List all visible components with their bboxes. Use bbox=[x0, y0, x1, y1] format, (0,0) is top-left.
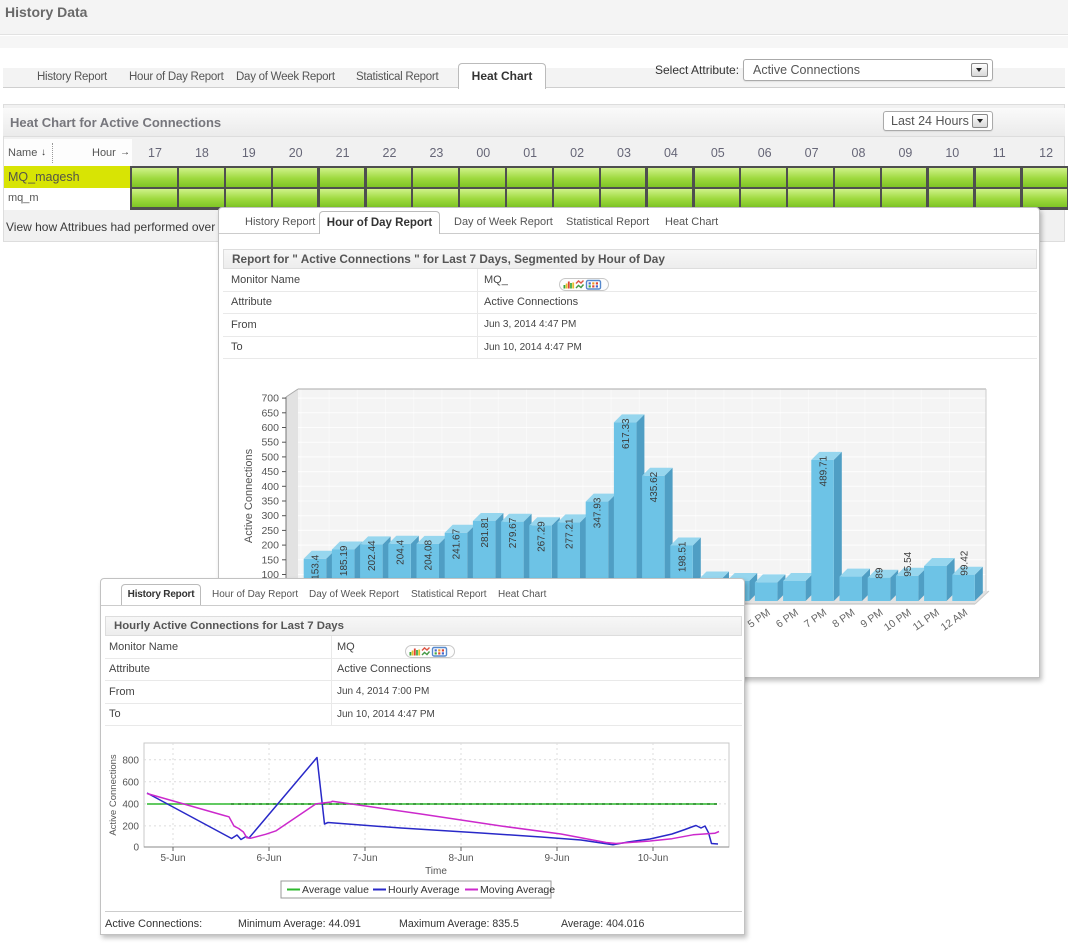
svg-text:5 PM: 5 PM bbox=[746, 607, 773, 631]
svg-text:250: 250 bbox=[261, 525, 279, 537]
svg-text:Hourly Average: Hourly Average bbox=[388, 884, 460, 896]
svg-text:500: 500 bbox=[261, 451, 279, 463]
svg-text:11 PM: 11 PM bbox=[911, 607, 942, 634]
svg-text:Active Connections: Active Connections bbox=[108, 754, 119, 836]
svg-text:153.4: 153.4 bbox=[311, 554, 322, 579]
svg-text:9-Jun: 9-Jun bbox=[544, 853, 569, 864]
svg-text:650: 650 bbox=[261, 407, 279, 419]
svg-text:89: 89 bbox=[875, 567, 886, 579]
svg-text:300: 300 bbox=[261, 510, 279, 522]
svg-text:10 PM: 10 PM bbox=[882, 607, 914, 634]
svg-text:8 PM: 8 PM bbox=[830, 607, 857, 631]
svg-text:617.33: 617.33 bbox=[621, 418, 632, 449]
svg-text:279.67: 279.67 bbox=[508, 517, 519, 548]
svg-text:Active Connections: Active Connections bbox=[243, 448, 255, 543]
svg-text:200: 200 bbox=[122, 821, 139, 832]
svg-text:150: 150 bbox=[261, 554, 279, 566]
svg-text:800: 800 bbox=[122, 755, 139, 766]
svg-text:9 PM: 9 PM bbox=[858, 607, 885, 631]
svg-text:550: 550 bbox=[261, 437, 279, 449]
svg-text:267.29: 267.29 bbox=[536, 521, 547, 552]
svg-text:6 PM: 6 PM bbox=[774, 607, 801, 631]
svg-text:347.93: 347.93 bbox=[593, 497, 604, 528]
svg-text:Average value: Average value bbox=[302, 884, 369, 896]
svg-text:600: 600 bbox=[261, 422, 279, 434]
svg-text:5-Jun: 5-Jun bbox=[160, 853, 185, 864]
svg-text:400: 400 bbox=[261, 481, 279, 493]
svg-text:204.08: 204.08 bbox=[424, 539, 435, 570]
svg-text:350: 350 bbox=[261, 496, 279, 508]
svg-text:95.54: 95.54 bbox=[903, 551, 914, 576]
svg-text:8-Jun: 8-Jun bbox=[448, 853, 473, 864]
svg-text:435.62: 435.62 bbox=[649, 471, 660, 502]
svg-text:241.67: 241.67 bbox=[452, 528, 463, 559]
svg-text:10-Jun: 10-Jun bbox=[638, 853, 669, 864]
svg-text:6-Jun: 6-Jun bbox=[256, 853, 281, 864]
svg-text:Time: Time bbox=[425, 866, 447, 877]
svg-text:600: 600 bbox=[122, 777, 139, 788]
svg-text:99.42: 99.42 bbox=[959, 550, 970, 575]
svg-text:185.19: 185.19 bbox=[339, 545, 350, 576]
svg-text:277.21: 277.21 bbox=[565, 518, 576, 549]
svg-text:204.4: 204.4 bbox=[395, 539, 406, 564]
svg-text:12 AM: 12 AM bbox=[939, 607, 970, 634]
svg-text:198.51: 198.51 bbox=[677, 541, 688, 572]
svg-text:450: 450 bbox=[261, 466, 279, 478]
svg-text:Moving Average: Moving Average bbox=[480, 884, 555, 896]
svg-text:489.71: 489.71 bbox=[818, 455, 829, 486]
svg-text:281.81: 281.81 bbox=[480, 517, 491, 548]
svg-text:202.44: 202.44 bbox=[367, 540, 378, 571]
svg-text:0: 0 bbox=[133, 843, 139, 854]
svg-text:200: 200 bbox=[261, 540, 279, 552]
svg-text:400: 400 bbox=[122, 799, 139, 810]
svg-text:7 PM: 7 PM bbox=[802, 607, 829, 631]
svg-text:700: 700 bbox=[261, 393, 279, 405]
svg-text:7-Jun: 7-Jun bbox=[352, 853, 377, 864]
